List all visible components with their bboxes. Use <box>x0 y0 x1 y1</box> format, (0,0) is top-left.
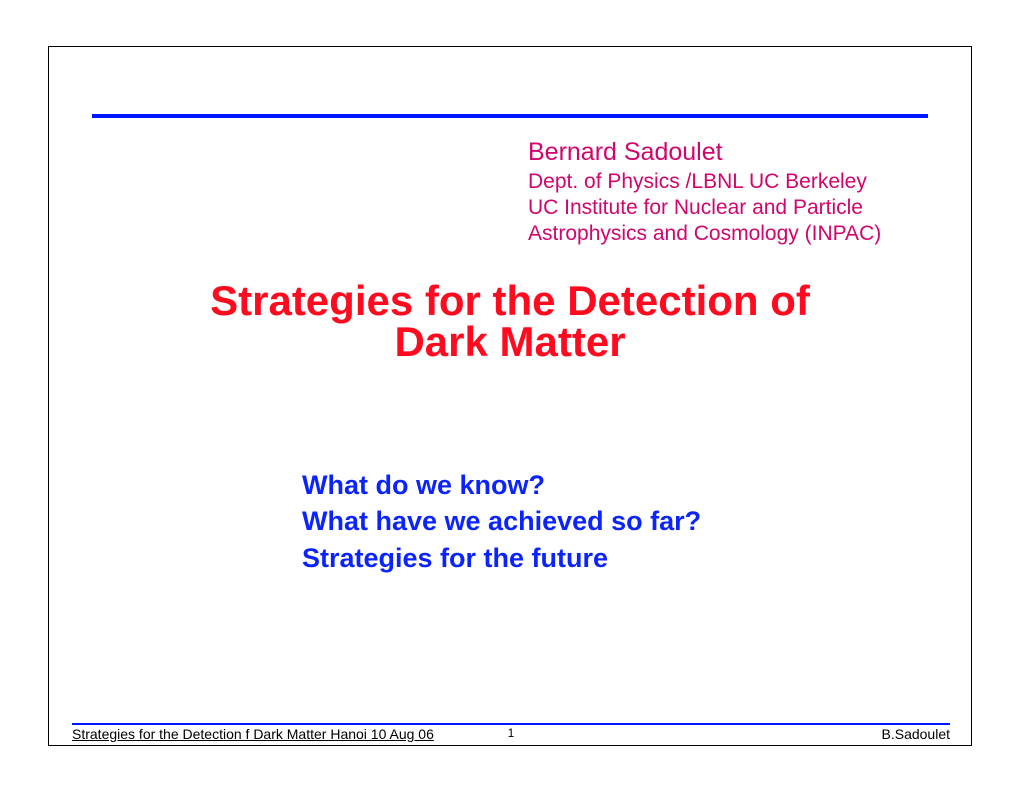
footer: Strategies for the Detection f Dark Matt… <box>72 723 950 742</box>
footer-rule <box>72 723 950 725</box>
affiliation-line-1: Dept. of Physics /LBNL UC Berkeley <box>528 169 948 195</box>
author-block: Bernard Sadoulet Dept. of Physics /LBNL … <box>528 138 948 248</box>
bullets: What do we know? What have we achieved s… <box>302 467 902 576</box>
footer-row: Strategies for the Detection f Dark Matt… <box>72 726 950 742</box>
main-title: Strategies for the Detection of Dark Mat… <box>60 280 960 362</box>
title-line-2: Dark Matter <box>60 321 960 362</box>
bullet-2: What have we achieved so far? <box>302 503 902 539</box>
affiliation-line-2: UC Institute for Nuclear and Particle <box>528 195 948 221</box>
top-rule <box>92 114 928 118</box>
title-line-1: Strategies for the Detection of <box>60 280 960 321</box>
footer-left: Strategies for the Detection f Dark Matt… <box>72 726 434 742</box>
bullet-3: Strategies for the future <box>302 540 902 576</box>
bullet-1: What do we know? <box>302 467 902 503</box>
affiliation-line-3: Astrophysics and Cosmology (INPAC) <box>528 221 948 247</box>
author-name: Bernard Sadoulet <box>528 138 948 167</box>
footer-right: B.Sadoulet <box>882 726 951 742</box>
